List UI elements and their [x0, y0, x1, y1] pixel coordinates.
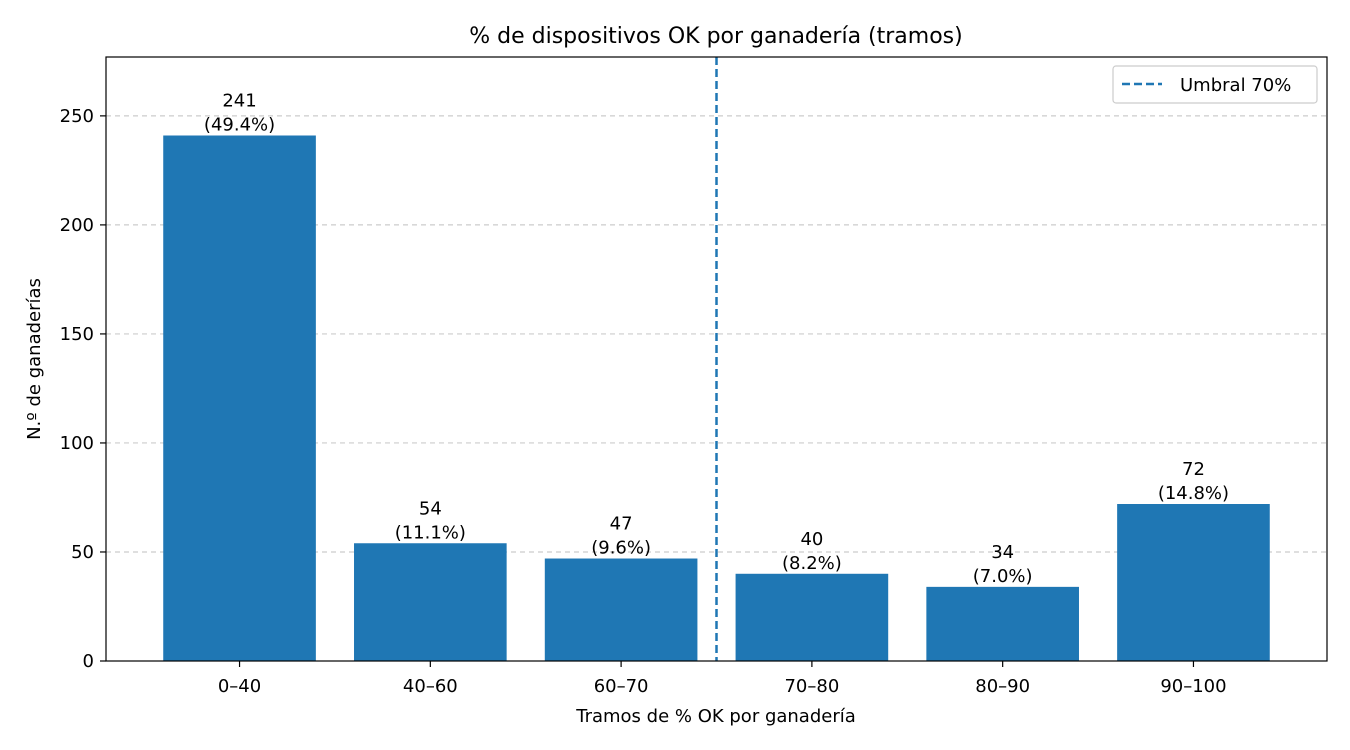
x-axis-label: Tramos de % OK por ganadería — [575, 706, 856, 727]
bar — [544, 558, 698, 661]
y-tick-label: 200 — [60, 215, 94, 236]
legend-label: Umbral 70% — [1180, 75, 1291, 96]
y-axis-ticks: 0 50 100 150 200 250 — [60, 106, 106, 672]
x-tick-label: 60–70 — [594, 676, 649, 697]
bar — [735, 573, 889, 661]
y-axis-label: N.º de ganaderías — [24, 278, 45, 440]
bar — [926, 586, 1079, 661]
bar-percent-label: (11.1%) — [395, 522, 466, 543]
x-tick-label: 0–40 — [218, 676, 261, 697]
y-tick-label: 0 — [83, 651, 94, 672]
plot-frame — [105, 56, 1328, 662]
bar-value-label: 54 — [419, 498, 442, 519]
x-tick-label: 70–80 — [784, 676, 839, 697]
bar-percent-label: (7.0%) — [973, 566, 1033, 587]
bar-value-label: 40 — [800, 529, 823, 550]
x-axis-ticks: 0–40 40–60 60–70 70–80 80–90 90–100 — [218, 661, 1227, 697]
bar — [163, 135, 316, 662]
y-tick-label: 50 — [71, 542, 94, 563]
y-tick-label: 150 — [60, 324, 94, 345]
x-tick-label: 90–100 — [1160, 676, 1226, 697]
bar-percent-label: (8.2%) — [782, 553, 842, 574]
x-tick-label: 80–90 — [975, 676, 1030, 697]
bar-value-label: 47 — [610, 514, 633, 535]
legend: Umbral 70% — [1112, 65, 1318, 104]
y-tick-label: 100 — [60, 433, 94, 454]
chart-title: % de dispositivos OK por ganadería (tram… — [469, 24, 962, 49]
bar — [354, 543, 507, 661]
bar-percent-label: (14.8%) — [1158, 483, 1229, 504]
x-tick-label: 40–60 — [403, 676, 458, 697]
bar-percent-label: (9.6%) — [591, 538, 651, 559]
bars-layer: 241 (49.4%) 54 (11.1%) 47 (9.6%) 40 (8.2%) 34 (7.… — [163, 90, 1270, 662]
bar-value-label: 241 — [222, 90, 256, 111]
bar-value-label: 72 — [1182, 459, 1205, 480]
y-tick-label: 250 — [60, 106, 94, 127]
legend-box — [1112, 65, 1318, 104]
bar-value-label: 34 — [991, 542, 1014, 563]
bar — [1117, 504, 1270, 661]
bar-percent-label: (49.4%) — [204, 114, 275, 135]
